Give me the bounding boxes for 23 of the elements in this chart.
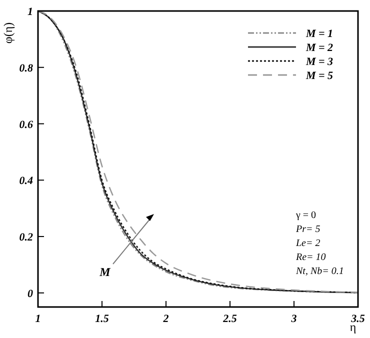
y-axis-title: φ(η) <box>1 22 15 44</box>
y-tick-label: 0.4 <box>19 175 34 188</box>
annotation: Pr= 5 <box>295 224 320 235</box>
x-tick-label: 3.5 <box>350 313 366 325</box>
x-tick-label: 3 <box>290 313 298 325</box>
annotation: γ = 0 <box>295 210 316 221</box>
x-tick-label: 1 <box>35 313 41 325</box>
annotation: Nt, Nb= 0.1 <box>295 266 344 277</box>
annotation: Le= 2 <box>295 238 320 249</box>
y-tick-label: 1 <box>28 6 33 18</box>
legend-label: M = 3 <box>305 56 334 68</box>
annotation: M <box>98 265 111 279</box>
y-tick-label: 0.6 <box>19 118 34 131</box>
legend-label: M = 5 <box>305 70 334 82</box>
x-tick-label: 2.5 <box>222 313 238 325</box>
legend-label: M = 2 <box>305 42 334 54</box>
legend-label: M = 1 <box>305 28 334 40</box>
y-tick-label: 0.8 <box>19 62 34 74</box>
y-tick-label: 0.2 <box>19 232 34 244</box>
x-tick-label: 1.5 <box>95 313 110 325</box>
x-tick-label: 2 <box>162 313 170 325</box>
y-tick-label: 0 <box>28 288 34 300</box>
annotation: Re= 10 <box>295 252 326 263</box>
